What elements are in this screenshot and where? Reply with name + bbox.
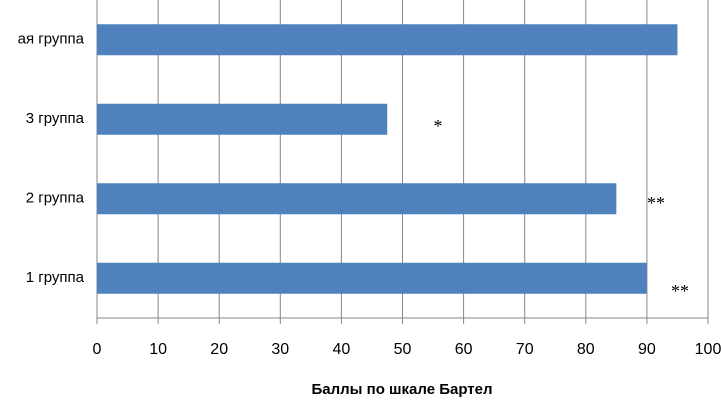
bar: [97, 183, 617, 215]
y-tick-label: 1 группа: [26, 269, 85, 286]
x-tick-label: 10: [149, 341, 167, 358]
x-tick-label: 30: [271, 341, 289, 358]
y-tick-label: ая группа: [18, 31, 85, 48]
x-tick-label: 70: [516, 341, 534, 358]
x-tick-label: 20: [210, 341, 228, 358]
bar: [97, 24, 678, 56]
x-tick-label: 50: [394, 341, 412, 358]
bar: [97, 103, 388, 135]
x-tick-label: 80: [577, 341, 595, 358]
annotation: *: [434, 116, 443, 136]
x-axis-title: Баллы по шкале Бартел: [311, 381, 492, 398]
x-tick-label: 40: [333, 341, 351, 358]
x-tick-label: 90: [638, 341, 656, 358]
x-tick-label: 100: [695, 341, 721, 358]
annotation: **: [671, 281, 689, 301]
y-tick-label: 2 группа: [26, 190, 85, 207]
annotation: **: [647, 193, 665, 213]
y-tick-label: 3 группа: [26, 110, 85, 127]
x-tick-label: 0: [93, 341, 102, 358]
bar: [97, 262, 647, 294]
x-tick-label: 60: [455, 341, 473, 358]
